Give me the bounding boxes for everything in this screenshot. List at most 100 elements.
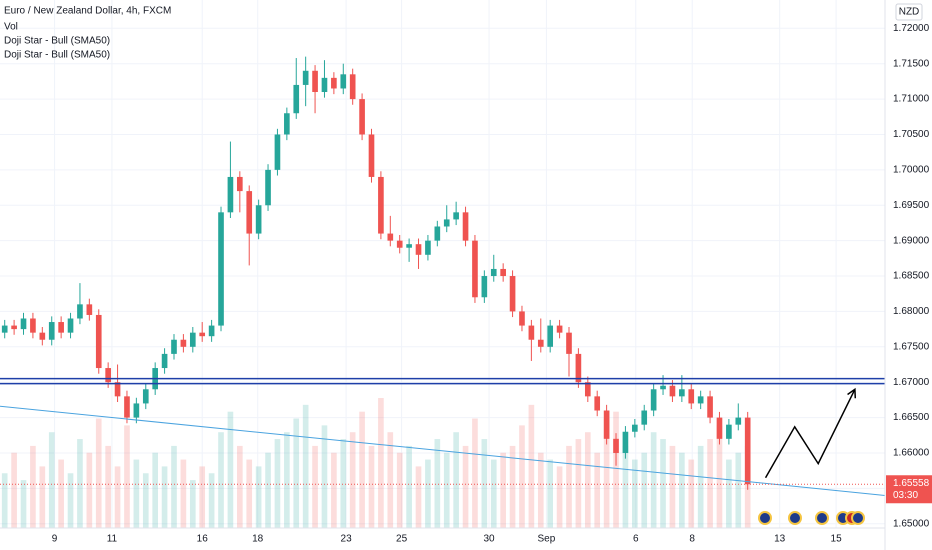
volume-bar: [415, 466, 422, 528]
volume-bar: [321, 425, 328, 528]
candle-body: [415, 244, 422, 255]
volume-layer: [1, 398, 751, 528]
candle-body: [227, 176, 234, 213]
candle-body: [594, 396, 601, 411]
y-tick-label: 1.66500: [893, 412, 930, 423]
last-price-box: [886, 475, 932, 504]
projection-path: [764, 388, 856, 479]
volume-bar: [594, 452, 601, 528]
candle-body: [500, 268, 506, 277]
volume-bar: [133, 459, 140, 528]
candle-body: [293, 84, 300, 114]
x-tick-label: 8: [689, 534, 695, 545]
candle-body: [86, 304, 93, 315]
x-tick-label: 30: [483, 534, 495, 545]
candle-body: [669, 385, 676, 397]
x-tick-label: 25: [396, 534, 408, 545]
candle-body: [603, 410, 610, 439]
candle-body: [697, 396, 704, 404]
candle-body: [274, 134, 281, 170]
candle-body: [302, 70, 309, 85]
volume-bar: [227, 411, 234, 528]
volume-bar: [434, 439, 441, 528]
candle-body: [189, 332, 196, 347]
volume-bar: [735, 452, 742, 528]
volume-bar: [660, 439, 666, 528]
candle-body: [406, 244, 412, 248]
candle-body: [171, 339, 177, 354]
x-tick-label: 11: [107, 534, 118, 545]
candle-body: [547, 325, 554, 347]
candle-body: [180, 339, 187, 347]
volume-bar: [528, 404, 535, 528]
indicator-label: Vol: [4, 22, 18, 33]
volume-bar: [11, 452, 17, 528]
volume-bar: [237, 445, 243, 528]
currency-label[interactable]: NZD: [899, 7, 920, 18]
candle-body: [95, 314, 102, 369]
volume-bar: [199, 466, 206, 528]
candle-body: [519, 311, 525, 326]
candle-body: [133, 403, 140, 418]
candle-body: [331, 77, 337, 89]
candle-body: [622, 431, 629, 453]
candle-body: [1, 325, 8, 333]
volume-bar: [716, 425, 723, 528]
volume-bar: [171, 445, 177, 528]
candle-body: [584, 382, 591, 397]
volume-bar: [707, 439, 713, 528]
volume-bar: [180, 459, 187, 528]
candle-body: [434, 226, 441, 241]
chart-title: Euro / New Zealand Dollar, 4h, FXCM: [4, 6, 171, 17]
candle-body: [30, 318, 36, 333]
volume-bar: [142, 473, 149, 528]
volume-bar: [481, 439, 488, 528]
candle-body: [387, 233, 394, 241]
candle-body: [284, 113, 290, 135]
volume-bar: [396, 452, 403, 528]
candle-body: [735, 417, 742, 425]
volume-bar: [632, 459, 638, 528]
volume-bar: [566, 445, 572, 528]
y-tick-label: 1.69500: [893, 200, 930, 211]
volume-bar: [331, 452, 337, 528]
candle-body: [726, 424, 732, 439]
volume-bar: [1, 473, 8, 528]
candle-body: [265, 169, 271, 206]
volume-bar: [556, 466, 563, 528]
x-tick-label: 16: [197, 534, 209, 545]
volume-bar: [500, 452, 506, 528]
volume-bar: [679, 452, 685, 528]
candle-body: [58, 322, 64, 333]
candle-body: [105, 368, 111, 383]
volume-bar: [302, 404, 309, 528]
candle-body: [396, 240, 403, 248]
axes: 1.650001.655001.660001.665001.670001.675…: [52, 23, 932, 545]
volume-bar: [688, 459, 695, 528]
volume-bar: [425, 459, 431, 528]
candle-body: [443, 219, 450, 227]
volume-bar: [20, 480, 27, 528]
projection-arrowhead: [847, 387, 857, 399]
x-tick-label: 9: [52, 534, 58, 545]
volume-bar: [208, 473, 215, 528]
volume-bar: [547, 459, 554, 528]
candle-layer: [1, 56, 751, 490]
volume-bar: [603, 418, 610, 528]
volume-bar: [265, 452, 271, 528]
volume-bar: [95, 418, 102, 528]
volume-bar: [189, 480, 196, 528]
volume-bar: [284, 432, 290, 528]
y-tick-label: 1.71000: [893, 94, 930, 105]
candle-body: [575, 353, 582, 383]
volume-bar: [30, 445, 36, 528]
candle-body: [312, 70, 318, 93]
indicator-label: Doji Star - Bull (SMA50): [4, 50, 110, 61]
x-tick-label: 15: [831, 534, 843, 545]
candle-body: [688, 389, 695, 404]
candle-body: [255, 205, 262, 234]
candle-body: [566, 332, 572, 354]
currency-badge[interactable]: [895, 3, 923, 21]
candle-body: [340, 74, 347, 89]
